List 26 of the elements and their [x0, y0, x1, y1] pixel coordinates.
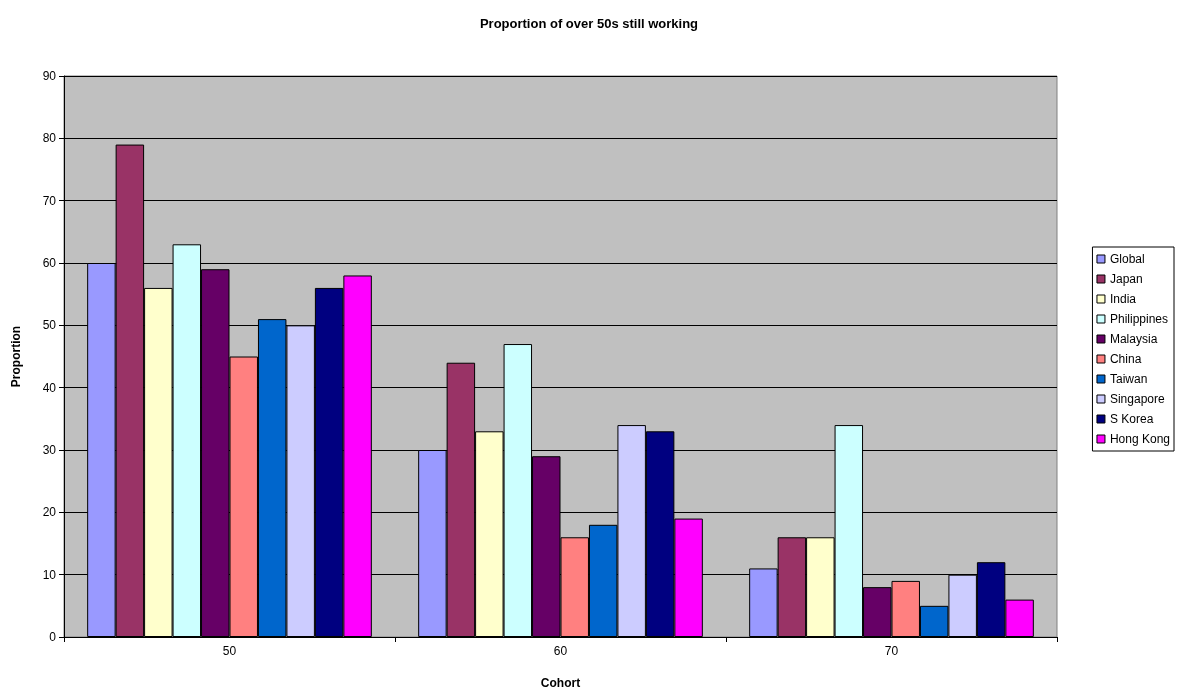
legend-label: India: [1109, 292, 1137, 306]
y-tick-label: 20: [42, 505, 57, 520]
y-tick-label: 30: [42, 443, 57, 457]
legend-label: Philippines: [1109, 312, 1168, 326]
x-tick-label: 50: [222, 644, 237, 658]
x-tick-label: 60: [553, 644, 568, 658]
legend-label: Global: [1109, 252, 1145, 266]
legend-label: Hong Kong: [1109, 432, 1170, 446]
y-tick-label: 70: [42, 193, 57, 208]
legend-label: Singapore: [1109, 392, 1165, 406]
y-axis-title: Proportion: [9, 325, 23, 388]
legend-label: China: [1109, 352, 1142, 366]
x-tick-label: 70: [884, 644, 899, 658]
legend-label: Malaysia: [1109, 332, 1158, 346]
y-tick-label: 10: [42, 567, 57, 582]
x-axis-title: Cohort: [540, 676, 581, 690]
y-tick-label: 40: [42, 380, 57, 395]
y-tick-label: 0: [49, 630, 57, 644]
y-tick-label: 90: [42, 69, 57, 83]
chart-title: Proportion of over 50s still working: [479, 16, 699, 31]
y-tick-label: 50: [42, 318, 57, 333]
legend-label: S Korea: [1109, 412, 1154, 426]
legend-label: Taiwan: [1109, 372, 1148, 386]
y-tick-label: 60: [42, 256, 57, 270]
y-tick-label: 80: [42, 131, 57, 146]
legend-label: Japan: [1109, 272, 1143, 286]
